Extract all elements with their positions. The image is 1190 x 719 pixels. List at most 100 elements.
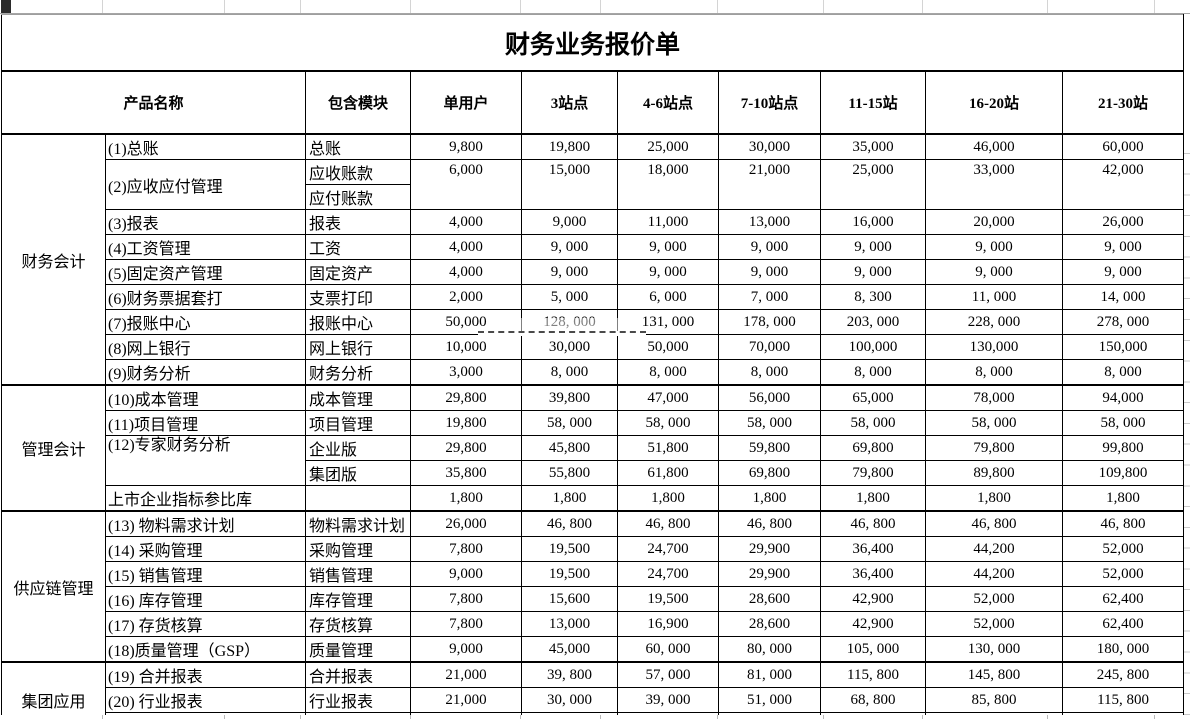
column-header-tier-5[interactable]: 11-15站 xyxy=(820,70,926,135)
module-name-cell[interactable]: 应收账款 xyxy=(305,159,411,185)
product-name-cell[interactable]: (7)报账中心 xyxy=(105,309,306,335)
price-cell[interactable]: 7,800 xyxy=(410,586,522,612)
price-cell[interactable]: 130, 000 xyxy=(925,636,1063,663)
price-cell[interactable]: 68, 800 xyxy=(820,687,926,713)
module-name-cell[interactable]: 支票打印 xyxy=(305,284,411,310)
price-cell[interactable]: 278, 000 xyxy=(1061,309,1185,335)
price-cell[interactable]: 89,800 xyxy=(925,460,1063,486)
module-name-cell[interactable]: 财务分析 xyxy=(305,359,411,386)
product-name-cell[interactable]: (15) 销售管理 xyxy=(105,561,306,587)
price-cell[interactable]: 9,000 xyxy=(521,209,618,235)
price-cell[interactable]: 16,000 xyxy=(820,209,926,235)
price-cell[interactable]: 9, 000 xyxy=(925,234,1063,260)
price-cell[interactable]: 42,900 xyxy=(820,586,926,612)
price-cell[interactable]: 1,800 xyxy=(521,485,618,512)
module-name-cell[interactable]: 网上银行 xyxy=(305,334,411,360)
price-cell[interactable]: 52,000 xyxy=(1061,536,1185,562)
price-cell[interactable]: 99,800 xyxy=(1061,435,1185,461)
module-name-cell[interactable]: 库存管理 xyxy=(305,586,411,612)
price-cell[interactable]: 9, 000 xyxy=(718,259,821,285)
price-cell[interactable]: 28,600 xyxy=(718,586,821,612)
price-cell[interactable]: 44,200 xyxy=(925,561,1063,587)
price-cell[interactable]: 35,800 xyxy=(410,460,522,486)
price-cell[interactable]: 61,800 xyxy=(617,460,719,486)
price-cell[interactable]: 178, 000 xyxy=(718,309,821,335)
price-cell[interactable]: 8, 000 xyxy=(1061,359,1185,386)
price-cell[interactable]: 21,000 xyxy=(718,159,821,210)
product-name-cell[interactable]: (14) 采购管理 xyxy=(105,536,306,562)
price-cell[interactable]: 58, 000 xyxy=(617,410,719,436)
module-name-cell[interactable]: 项目管理 xyxy=(305,410,411,436)
price-cell[interactable]: 100,000 xyxy=(820,334,926,360)
price-cell[interactable]: 29,800 xyxy=(410,435,522,461)
price-cell[interactable]: 105, 000 xyxy=(820,636,926,663)
price-cell[interactable]: 42,000 xyxy=(1061,159,1185,210)
price-cell[interactable]: 52,000 xyxy=(1061,561,1185,587)
price-cell[interactable]: 46, 800 xyxy=(521,510,618,537)
price-cell[interactable]: 52,000 xyxy=(925,586,1063,612)
price-cell[interactable]: 15,000 xyxy=(521,159,618,210)
product-name-cell[interactable]: (19) 合并报表 xyxy=(105,661,306,688)
price-cell[interactable]: 1,800 xyxy=(1061,485,1185,512)
price-cell[interactable]: 19,800 xyxy=(410,410,522,436)
group-label-cell[interactable]: 管理会计 xyxy=(1,384,106,512)
price-cell[interactable]: 30,000 xyxy=(718,133,821,160)
price-cell[interactable]: 8, 000 xyxy=(718,359,821,386)
price-cell[interactable]: 80, 000 xyxy=(718,636,821,663)
group-label-cell[interactable]: 供应链管理 xyxy=(1,510,106,663)
price-cell[interactable]: 19,500 xyxy=(521,536,618,562)
price-cell[interactable]: 9, 000 xyxy=(521,259,618,285)
price-cell[interactable]: 25,000 xyxy=(820,159,926,210)
price-cell[interactable]: 13,000 xyxy=(521,611,618,637)
price-cell[interactable]: 16,900 xyxy=(617,611,719,637)
price-cell[interactable]: 130,000 xyxy=(925,334,1063,360)
column-header-tier-7[interactable]: 21-30站 xyxy=(1061,70,1185,135)
price-cell[interactable]: 9, 000 xyxy=(718,234,821,260)
price-cell[interactable]: 44,200 xyxy=(925,536,1063,562)
price-cell[interactable]: 2,000 xyxy=(410,284,522,310)
product-name-cell[interactable]: (2)应收应付管理 xyxy=(105,159,306,210)
product-name-cell[interactable]: (16) 库存管理 xyxy=(105,586,306,612)
price-cell[interactable]: 9, 000 xyxy=(617,259,719,285)
module-name-cell[interactable]: 固定资产 xyxy=(305,259,411,285)
price-cell[interactable]: 79,800 xyxy=(925,435,1063,461)
price-cell[interactable]: 60, 000 xyxy=(617,636,719,663)
module-name-cell[interactable]: 报账中心 xyxy=(305,309,411,335)
price-cell[interactable]: 46, 800 xyxy=(1061,510,1185,537)
price-cell[interactable]: 51, 000 xyxy=(718,687,821,713)
product-name-cell[interactable]: (9)财务分析 xyxy=(105,359,306,386)
price-cell[interactable]: 51,800 xyxy=(617,435,719,461)
product-name-cell[interactable]: (12)专家财务分析 xyxy=(105,435,306,486)
price-cell[interactable]: 46, 800 xyxy=(925,510,1063,537)
product-name-cell[interactable]: (10)成本管理 xyxy=(105,384,306,411)
price-cell[interactable]: 9, 000 xyxy=(820,234,926,260)
price-cell[interactable]: 58, 000 xyxy=(1061,410,1185,436)
price-cell[interactable]: 9, 000 xyxy=(1061,259,1185,285)
price-cell[interactable]: 85, 800 xyxy=(925,687,1063,713)
price-cell[interactable]: 24,700 xyxy=(617,536,719,562)
price-cell[interactable]: 33,000 xyxy=(925,159,1063,210)
product-name-cell[interactable]: (8)网上银行 xyxy=(105,334,306,360)
price-cell[interactable]: 45,000 xyxy=(521,636,618,663)
price-cell[interactable]: 39, 800 xyxy=(521,661,618,688)
price-cell[interactable]: 4,000 xyxy=(410,234,522,260)
price-cell[interactable]: 3,000 xyxy=(410,359,522,386)
price-cell[interactable]: 45,800 xyxy=(521,435,618,461)
module-name-cell[interactable]: 存货核算 xyxy=(305,611,411,637)
product-name-cell[interactable]: (4)工资管理 xyxy=(105,234,306,260)
price-cell[interactable]: 1,800 xyxy=(820,485,926,512)
price-cell[interactable]: 115, 800 xyxy=(820,661,926,688)
price-cell[interactable]: 94,000 xyxy=(1061,384,1185,411)
price-cell[interactable]: 60,000 xyxy=(1061,133,1185,160)
price-cell[interactable]: 26,000 xyxy=(410,510,522,537)
price-cell[interactable]: 55,800 xyxy=(521,460,618,486)
module-name-cell[interactable]: 销售管理 xyxy=(305,561,411,587)
price-cell[interactable]: 30, 000 xyxy=(521,687,618,713)
price-cell[interactable]: 29,900 xyxy=(718,561,821,587)
price-cell[interactable]: 13,000 xyxy=(718,209,821,235)
price-cell[interactable]: 21,000 xyxy=(410,687,522,713)
price-cell[interactable]: 58, 000 xyxy=(718,410,821,436)
price-cell[interactable]: 7,800 xyxy=(410,611,522,637)
price-cell[interactable]: 62,400 xyxy=(1061,586,1185,612)
price-cell[interactable]: 58, 000 xyxy=(521,410,618,436)
